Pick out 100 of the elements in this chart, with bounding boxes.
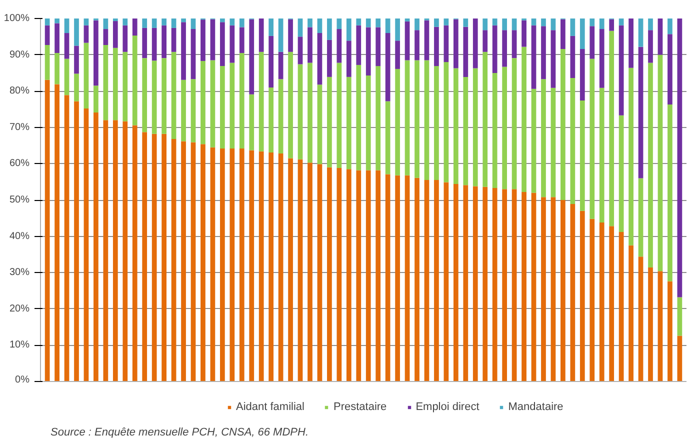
bar bbox=[404, 175, 410, 382]
bar bbox=[220, 148, 225, 382]
bar bbox=[658, 271, 663, 382]
bar bbox=[638, 18, 644, 47]
bar bbox=[220, 66, 225, 148]
bar bbox=[502, 18, 507, 30]
y-tick-label: 100% bbox=[4, 13, 30, 24]
bar bbox=[268, 36, 274, 88]
bar bbox=[677, 336, 682, 382]
bar bbox=[424, 180, 430, 382]
bar bbox=[64, 33, 70, 59]
bar bbox=[298, 64, 303, 160]
bar bbox=[132, 18, 138, 36]
bar bbox=[560, 48, 566, 200]
bar bbox=[132, 125, 138, 382]
bar bbox=[152, 134, 157, 382]
bar bbox=[327, 76, 332, 168]
bar bbox=[298, 18, 303, 37]
bar bbox=[317, 33, 322, 85]
bar bbox=[550, 197, 556, 382]
bar bbox=[444, 18, 449, 26]
bar bbox=[453, 68, 458, 184]
bar bbox=[618, 25, 624, 116]
bar bbox=[44, 18, 50, 26]
bar bbox=[677, 18, 682, 298]
bar bbox=[122, 25, 128, 52]
bar bbox=[522, 46, 526, 192]
y-tick-label: 60% bbox=[9, 158, 30, 170]
bar bbox=[44, 25, 50, 45]
bar bbox=[317, 164, 322, 382]
bar bbox=[288, 19, 293, 52]
bar bbox=[385, 33, 390, 102]
bar bbox=[609, 19, 614, 31]
bar bbox=[482, 52, 488, 187]
bar bbox=[502, 189, 507, 382]
bar bbox=[288, 158, 293, 382]
bar bbox=[560, 200, 566, 382]
bar bbox=[64, 95, 70, 382]
bar bbox=[550, 88, 556, 198]
bar bbox=[239, 52, 244, 148]
bar bbox=[366, 18, 371, 28]
bar bbox=[522, 192, 526, 382]
bar bbox=[404, 21, 410, 60]
bar bbox=[239, 18, 244, 28]
bar bbox=[648, 62, 653, 268]
bar bbox=[648, 30, 653, 63]
bar bbox=[541, 197, 546, 382]
bar bbox=[541, 18, 546, 26]
bar bbox=[648, 18, 653, 30]
bar bbox=[112, 120, 118, 382]
bar bbox=[599, 222, 604, 382]
bar bbox=[190, 79, 196, 142]
bar bbox=[64, 58, 70, 96]
bar bbox=[677, 297, 682, 336]
bar bbox=[308, 62, 312, 163]
bar bbox=[132, 36, 138, 126]
y-tick-label: 10% bbox=[9, 340, 30, 351]
bar bbox=[64, 18, 70, 34]
bar bbox=[590, 18, 595, 26]
bar bbox=[54, 84, 60, 382]
bar bbox=[142, 28, 148, 58]
bar bbox=[210, 60, 216, 148]
bar bbox=[618, 115, 624, 232]
bar bbox=[385, 101, 390, 174]
bar bbox=[492, 18, 498, 26]
bar bbox=[181, 80, 186, 142]
legend-label: Emploi direct bbox=[416, 401, 480, 413]
bar bbox=[200, 60, 206, 144]
bar bbox=[171, 139, 176, 382]
bar bbox=[94, 20, 98, 86]
bar bbox=[258, 52, 264, 152]
bar bbox=[453, 19, 458, 68]
bar bbox=[570, 36, 576, 78]
bar bbox=[162, 18, 166, 26]
bar bbox=[414, 60, 420, 178]
bar bbox=[84, 42, 89, 109]
bar bbox=[268, 152, 274, 382]
bar bbox=[220, 22, 225, 66]
bar bbox=[210, 19, 216, 60]
bar bbox=[54, 18, 60, 24]
bar bbox=[249, 19, 254, 94]
y-tick-label: 20% bbox=[9, 303, 30, 314]
bar bbox=[152, 60, 157, 134]
bar bbox=[239, 148, 244, 382]
bar bbox=[249, 94, 254, 150]
bar bbox=[346, 18, 352, 41]
bar bbox=[308, 27, 312, 63]
bar bbox=[424, 60, 430, 180]
bar bbox=[230, 148, 235, 382]
bar bbox=[162, 25, 166, 58]
bar bbox=[512, 30, 517, 58]
bar bbox=[376, 170, 381, 382]
bar bbox=[658, 54, 663, 272]
bar bbox=[74, 74, 79, 102]
bar bbox=[376, 27, 381, 66]
bar bbox=[122, 52, 128, 122]
bar bbox=[278, 79, 284, 154]
bar bbox=[444, 25, 449, 62]
bar bbox=[268, 87, 274, 152]
bar bbox=[230, 62, 235, 148]
